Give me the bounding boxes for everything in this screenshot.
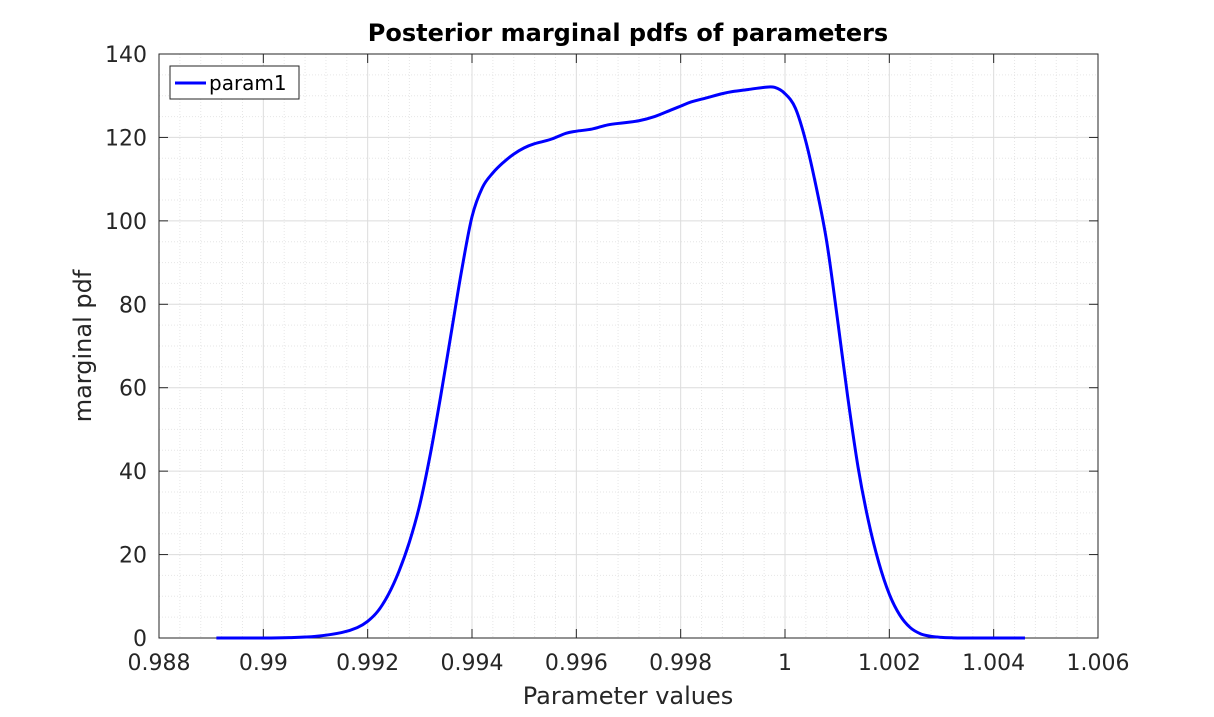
x-tick-labels: 0.988 0.99 0.992 0.994 0.996 0.998 1 1.002 1.004… (128, 651, 1130, 676)
y-tick-label: 40 (119, 460, 147, 485)
x-tick-label: 0.992 (336, 651, 399, 676)
series-layer (216, 85, 1025, 640)
y-tick-label: 60 (119, 377, 147, 402)
x-tick-label: 0.994 (441, 651, 504, 676)
y-tick-labels: 0 20 40 60 80 100 120 140 (105, 43, 147, 652)
x-tick-label: 1.006 (1067, 651, 1130, 676)
y-tick-label: 120 (105, 126, 147, 151)
tick-marks (158, 53, 1099, 639)
y-tick-label: 20 (119, 544, 147, 569)
y-tick-label: 0 (133, 627, 147, 652)
x-tick-label: 1.002 (858, 651, 921, 676)
minor-grid (159, 54, 1098, 638)
legend: param1 (169, 65, 300, 100)
x-tick-label: 0.988 (128, 651, 191, 676)
x-tick-label: 1 (778, 651, 792, 676)
y-tick-label: 80 (119, 293, 147, 318)
plot-frame (158, 53, 1099, 639)
y-tick-label: 140 (105, 43, 147, 68)
legend-label-param1: param1 (209, 71, 287, 95)
y-tick-label: 100 (105, 210, 147, 235)
x-tick-label: 1.004 (962, 651, 1025, 676)
x-axis-label: Parameter values (523, 682, 734, 710)
chart-title: Posterior marginal pdfs of parameters (368, 19, 888, 47)
x-tick-label: 0.998 (649, 651, 712, 676)
x-tick-label: 0.996 (545, 651, 608, 676)
series-line-param1 (216, 85, 1025, 640)
x-tick-label: 0.99 (239, 651, 288, 676)
y-axis-label: marginal pdf (69, 269, 97, 422)
